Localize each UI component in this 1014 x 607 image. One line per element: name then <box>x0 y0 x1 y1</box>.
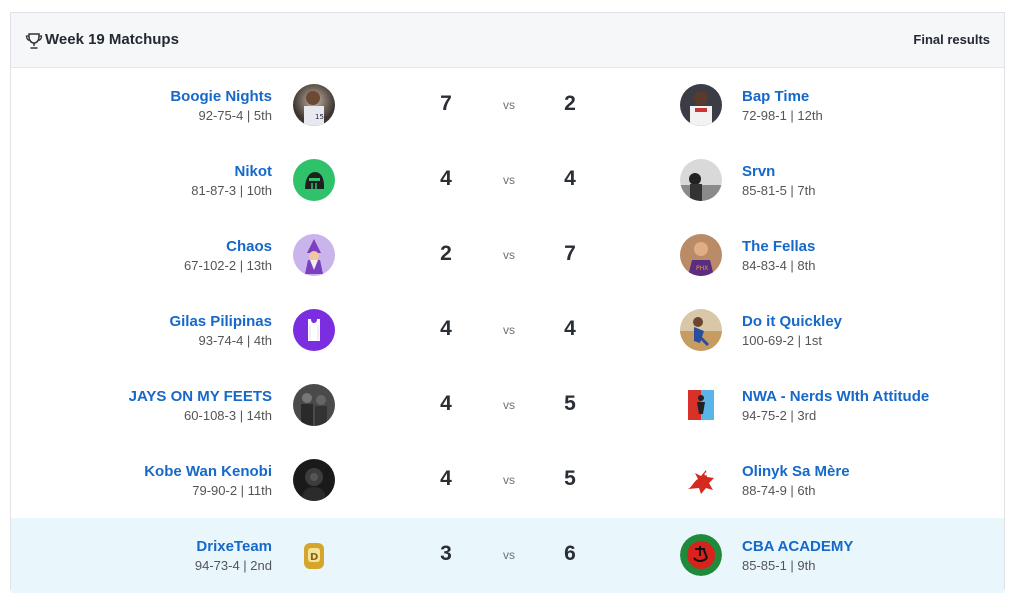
team-record-right: 85-85-1 | 9th <box>742 558 816 573</box>
team-record-left: 93-74-4 | 4th <box>198 333 272 348</box>
team-record-right: 100-69-2 | 1st <box>742 333 822 348</box>
score-right: 4 <box>564 167 576 190</box>
matchup-row[interactable]: Kobe Wan Kenobi 79-90-2 | 11th 4 vs 5 Ol… <box>11 443 1004 518</box>
team-avatar-right[interactable]: PHX <box>680 234 722 276</box>
team-record-left: 92-75-4 | 5th <box>198 108 272 123</box>
matchup-row[interactable]: Boogie Nights 92-75-4 | 5th 15 7 vs 2 Ba… <box>11 68 1004 143</box>
team-name-right[interactable]: Do it Quickley <box>742 313 843 330</box>
score-right: 4 <box>564 317 576 340</box>
team-record-left: 67-102-2 | 13th <box>184 258 272 273</box>
score-left: 4 <box>440 467 452 490</box>
team-name-left[interactable]: DrixeTeam <box>196 538 272 555</box>
team-record-right: 84-83-4 | 8th <box>742 258 816 273</box>
team-avatar-right[interactable] <box>680 384 722 426</box>
score-left: 4 <box>440 167 452 190</box>
team-name-right[interactable]: Olinyk Sa Mère <box>742 463 850 480</box>
score-right: 7 <box>564 242 576 265</box>
team-name-left[interactable]: Boogie Nights <box>170 88 272 105</box>
team-name-right[interactable]: NWA - Nerds WIth Attitude <box>742 388 930 405</box>
svg-text:D: D <box>310 552 318 563</box>
team-name-left[interactable]: Nikot <box>234 163 273 180</box>
team-avatar-left[interactable]: 15 <box>293 84 335 126</box>
matchup-row[interactable]: Nikot 81-87-3 | 10th 4 vs 4 Srvn 85-81-5… <box>11 143 1004 218</box>
vs-label: vs <box>503 323 515 337</box>
team-avatar-left[interactable] <box>293 234 335 276</box>
page-title: Week 19 Matchups <box>45 31 179 48</box>
score-left: 4 <box>440 392 452 415</box>
score-left: 7 <box>440 92 452 115</box>
svg-text:15: 15 <box>315 113 324 121</box>
team-record-right: 94-75-2 | 3rd <box>742 408 817 423</box>
vs-label: vs <box>503 173 515 187</box>
matchup-row[interactable]: Chaos 67-102-2 | 13th 2 vs 7 PHX The Fel… <box>11 218 1004 293</box>
score-right: 5 <box>564 392 576 415</box>
matchup-row[interactable]: JAYS ON MY FEETS 60-108-3 | 14th 4 vs 5 … <box>11 368 1004 443</box>
team-avatar-right[interactable] <box>680 159 722 201</box>
team-avatar-left[interactable] <box>293 459 335 501</box>
team-avatar-left[interactable] <box>293 159 335 201</box>
team-name-left[interactable]: Chaos <box>226 238 272 255</box>
matchup-row-highlighted[interactable]: DrixeTeam 94-73-4 | 2nd D 3 vs 6 CBA ACA… <box>11 518 1004 593</box>
team-record-left: 60-108-3 | 14th <box>184 408 272 423</box>
vs-label: vs <box>503 98 515 112</box>
team-avatar-right[interactable] <box>680 84 722 126</box>
team-name-right[interactable]: CBA ACADEMY <box>742 538 854 555</box>
team-avatar-right[interactable] <box>680 459 722 501</box>
team-avatar-right[interactable] <box>680 309 722 351</box>
team-name-left[interactable]: Gilas Pilipinas <box>169 313 272 330</box>
vs-label: vs <box>503 398 515 412</box>
team-avatar-left[interactable]: D <box>293 534 335 576</box>
trophy-icon <box>25 33 43 49</box>
team-avatar-right[interactable] <box>680 534 722 576</box>
team-name-left[interactable]: JAYS ON MY FEETS <box>128 388 272 405</box>
score-left: 2 <box>440 242 452 265</box>
matchups-header: Week 19 Matchups Final results <box>11 13 1004 68</box>
score-right: 6 <box>564 542 576 565</box>
team-avatar-left[interactable] <box>293 309 335 351</box>
team-record-left: 81-87-3 | 10th <box>191 183 272 198</box>
matchup-row[interactable]: Gilas Pilipinas 93-74-4 | 4th 4 vs 4 Do … <box>11 293 1004 368</box>
team-record-right: 85-81-5 | 7th <box>742 183 816 198</box>
team-name-right[interactable]: Srvn <box>742 163 776 180</box>
team-name-left[interactable]: Kobe Wan Kenobi <box>144 463 272 480</box>
vs-label: vs <box>503 473 515 487</box>
results-status: Final results <box>913 32 990 47</box>
team-avatar-left[interactable] <box>293 384 335 426</box>
matchups-list: Boogie Nights 92-75-4 | 5th 15 7 vs 2 Ba… <box>11 68 1004 593</box>
team-record-right: 72-98-1 | 12th <box>742 108 823 123</box>
score-right: 2 <box>564 92 576 115</box>
team-name-right[interactable]: Bap Time <box>742 88 810 105</box>
svg-text:PHX: PHX <box>696 265 708 272</box>
score-left: 3 <box>440 542 452 565</box>
team-name-right[interactable]: The Fellas <box>742 238 816 255</box>
vs-label: vs <box>503 248 515 262</box>
team-record-left: 79-90-2 | 11th <box>192 483 272 498</box>
vs-label: vs <box>503 548 515 562</box>
team-record-left: 94-73-4 | 2nd <box>194 558 272 573</box>
matchups-panel: Week 19 Matchups Final results Boogie Ni… <box>10 12 1005 593</box>
team-record-right: 88-74-9 | 6th <box>742 483 816 498</box>
score-right: 5 <box>564 467 576 490</box>
score-left: 4 <box>440 317 452 340</box>
